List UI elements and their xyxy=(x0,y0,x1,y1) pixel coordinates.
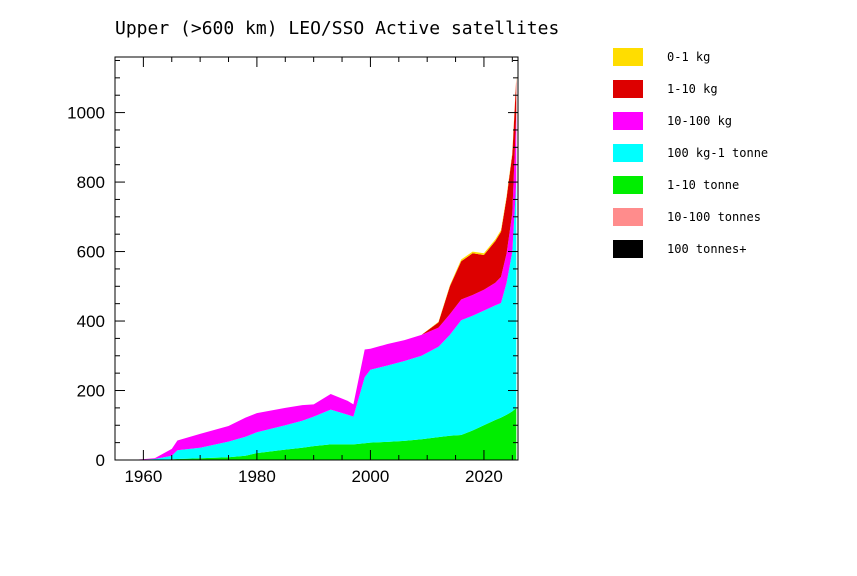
legend-swatch xyxy=(613,176,643,194)
axes: 1960 1980 2000 2020 0 200 400 600 800 1000 xyxy=(67,56,519,486)
plot-frame xyxy=(114,56,519,461)
legend-label: 1-10 kg xyxy=(667,82,718,96)
area-series-3 xyxy=(132,182,517,460)
legend-swatch xyxy=(613,48,643,66)
y-tick-label: 1000 xyxy=(67,104,105,123)
legend-swatch xyxy=(613,240,643,258)
y-tick-label: 800 xyxy=(77,173,105,192)
x-tick-label: 1980 xyxy=(238,467,276,486)
legend-label: 10-100 tonnes xyxy=(667,210,761,224)
chart-title: Upper (>600 km) LEO/SSO Active satellite… xyxy=(115,18,559,39)
area-series-2 xyxy=(132,407,517,460)
legend-swatch xyxy=(613,80,643,98)
x-tick-label: 2020 xyxy=(465,467,503,486)
area-layers xyxy=(132,76,517,461)
y-tick-label: 0 xyxy=(96,451,105,470)
x-tick-label: 2000 xyxy=(352,467,390,486)
legend-label: 10-100 kg xyxy=(667,114,732,128)
legend-label: 0-1 kg xyxy=(667,50,710,64)
y-tick-label: 600 xyxy=(77,243,105,262)
legend-swatch xyxy=(613,208,643,226)
legend-label: 100 kg-1 tonne xyxy=(667,146,768,160)
legend-label: 100 tonnes+ xyxy=(667,242,746,256)
legend: 0-1 kg 1-10 kg 10-100 kg 100 kg-1 tonne 1-10… xyxy=(613,48,768,258)
y-tick-label: 200 xyxy=(77,382,105,401)
legend-label: 1-10 tonne xyxy=(667,178,739,192)
x-tick-label: 1960 xyxy=(124,467,162,486)
y-tick-label: 400 xyxy=(77,312,105,331)
legend-swatch xyxy=(613,144,643,162)
legend-swatch xyxy=(613,112,643,130)
